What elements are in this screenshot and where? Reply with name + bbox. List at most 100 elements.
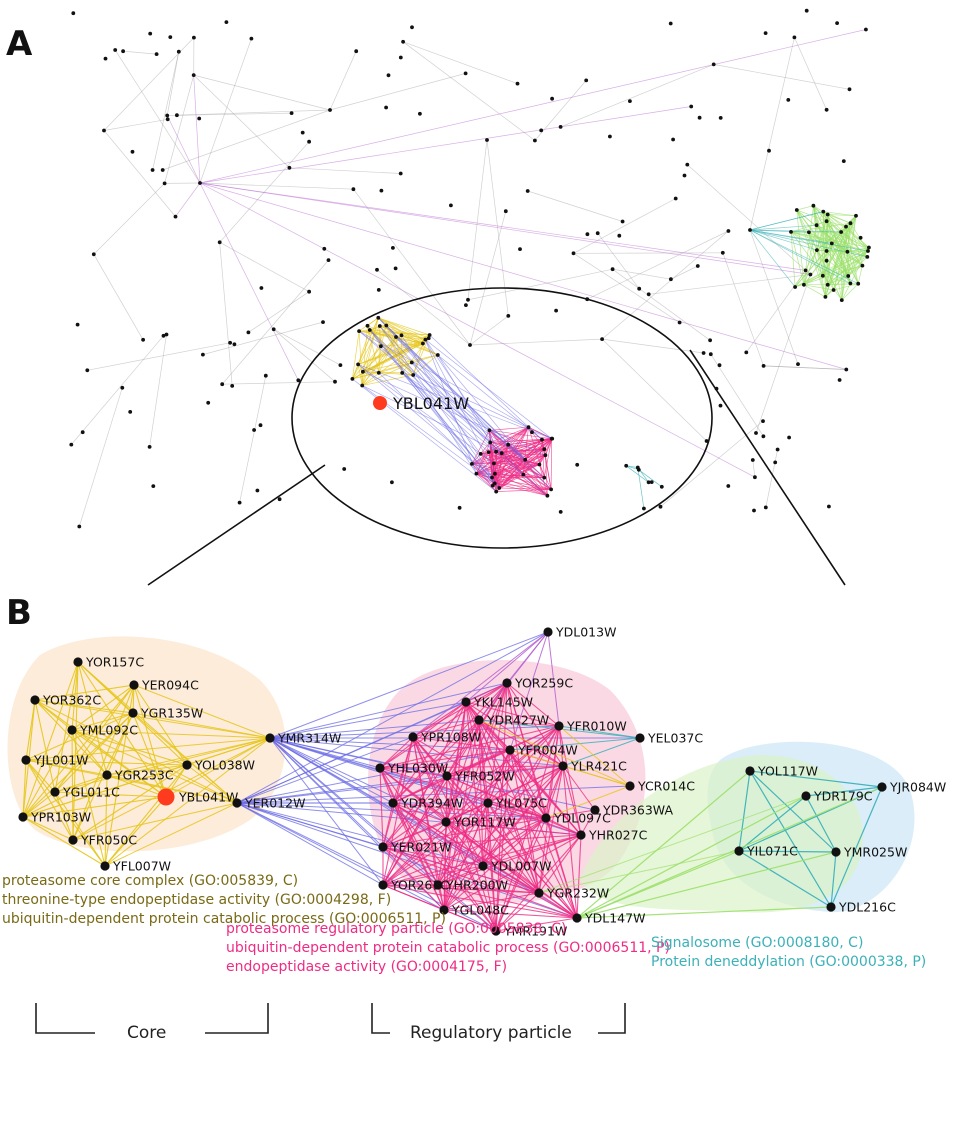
network-edge (545, 809, 596, 819)
network-edge (382, 765, 564, 886)
network-edge (379, 749, 511, 769)
network-node (752, 508, 756, 513)
network-edge (509, 631, 549, 751)
network-node (151, 484, 156, 488)
network-edge (482, 865, 540, 894)
network-node (220, 382, 225, 387)
network-edge (22, 796, 167, 818)
network-node (787, 435, 791, 440)
protein-label: YOL117W (757, 764, 818, 779)
network-node (815, 248, 819, 253)
network-edge (489, 426, 529, 431)
network-node (827, 504, 831, 509)
network-edge (236, 802, 445, 911)
network-node (328, 108, 332, 112)
protein-node (483, 798, 493, 808)
network-edge (329, 73, 466, 111)
network-node (141, 337, 146, 342)
network-node (549, 487, 553, 492)
network-edge (25, 759, 74, 841)
network-edge (352, 331, 360, 379)
network-node (550, 96, 554, 101)
protein-label: YPR103W (30, 810, 91, 825)
network-node (860, 263, 865, 268)
network-edge (488, 451, 540, 465)
network-edge (382, 884, 540, 894)
network-edge (560, 64, 714, 128)
network-node (708, 338, 712, 343)
network-edge (379, 767, 448, 777)
network-node (492, 461, 496, 466)
network-node (354, 49, 359, 54)
network-edge (77, 661, 167, 798)
network-node (761, 419, 765, 423)
network-edge (379, 682, 508, 769)
network-node (753, 475, 757, 480)
protein-node (102, 770, 112, 780)
network-edge (71, 335, 164, 445)
network-node (646, 480, 651, 485)
network-node (794, 208, 799, 212)
panel-a-edges (71, 29, 870, 527)
core-bracket-label: Core (127, 1023, 167, 1043)
network-node (668, 21, 673, 26)
network-edge (412, 701, 467, 738)
core-annotation-line: ubiquitin-dependent protein catabolic pr… (2, 911, 446, 927)
network-edge (612, 268, 711, 341)
protein-label: YMR025W (843, 845, 907, 860)
network-edge (746, 270, 806, 353)
network-edge (833, 283, 859, 291)
network-node (543, 453, 548, 458)
network-edge (538, 834, 582, 894)
network-edge (827, 214, 870, 248)
network-edge (269, 682, 508, 739)
network-node (376, 370, 381, 375)
network-edge (382, 701, 467, 886)
network-node (669, 277, 673, 282)
network-edge (576, 770, 751, 919)
network-node (695, 264, 700, 268)
network-edge (437, 354, 543, 440)
network-node (252, 428, 256, 432)
network-node (457, 505, 462, 510)
network-node (866, 249, 870, 253)
network-node (474, 471, 479, 476)
protein-label: YMR314W (277, 731, 341, 746)
network-edge (199, 182, 847, 370)
network-edge (199, 38, 252, 184)
network-edge (123, 50, 157, 55)
network-edge (22, 816, 74, 841)
network-node (277, 497, 282, 502)
network-node (837, 378, 842, 382)
network-node (673, 196, 678, 201)
network-edge (353, 188, 471, 346)
protein-node (73, 657, 83, 667)
network-edge (164, 75, 195, 184)
protein-label: YDL216C (838, 900, 896, 915)
network-edge (401, 334, 424, 344)
network-edge (369, 329, 502, 454)
network-edge (133, 684, 167, 798)
network-edge (362, 339, 426, 373)
network-edge (412, 736, 511, 751)
highlight-node-a (373, 396, 387, 410)
network-edge (443, 909, 497, 932)
network-edge (576, 834, 582, 919)
network-edge (446, 775, 582, 836)
network-edge (722, 252, 764, 367)
network-edge (587, 230, 729, 300)
network-edge (545, 455, 552, 490)
network-edge (236, 736, 414, 804)
network-node (493, 471, 497, 476)
network-edge (219, 242, 233, 386)
network-edge (25, 712, 134, 761)
network-edge (545, 765, 564, 819)
network-node (497, 486, 502, 490)
network-node (503, 209, 508, 214)
network-node (763, 505, 768, 510)
network-node (824, 249, 829, 253)
network-edge (825, 215, 857, 298)
network-edge (219, 241, 310, 293)
core-annotation-line: threonine-type endopeptidase activity (G… (2, 892, 392, 908)
network-node (255, 488, 260, 493)
